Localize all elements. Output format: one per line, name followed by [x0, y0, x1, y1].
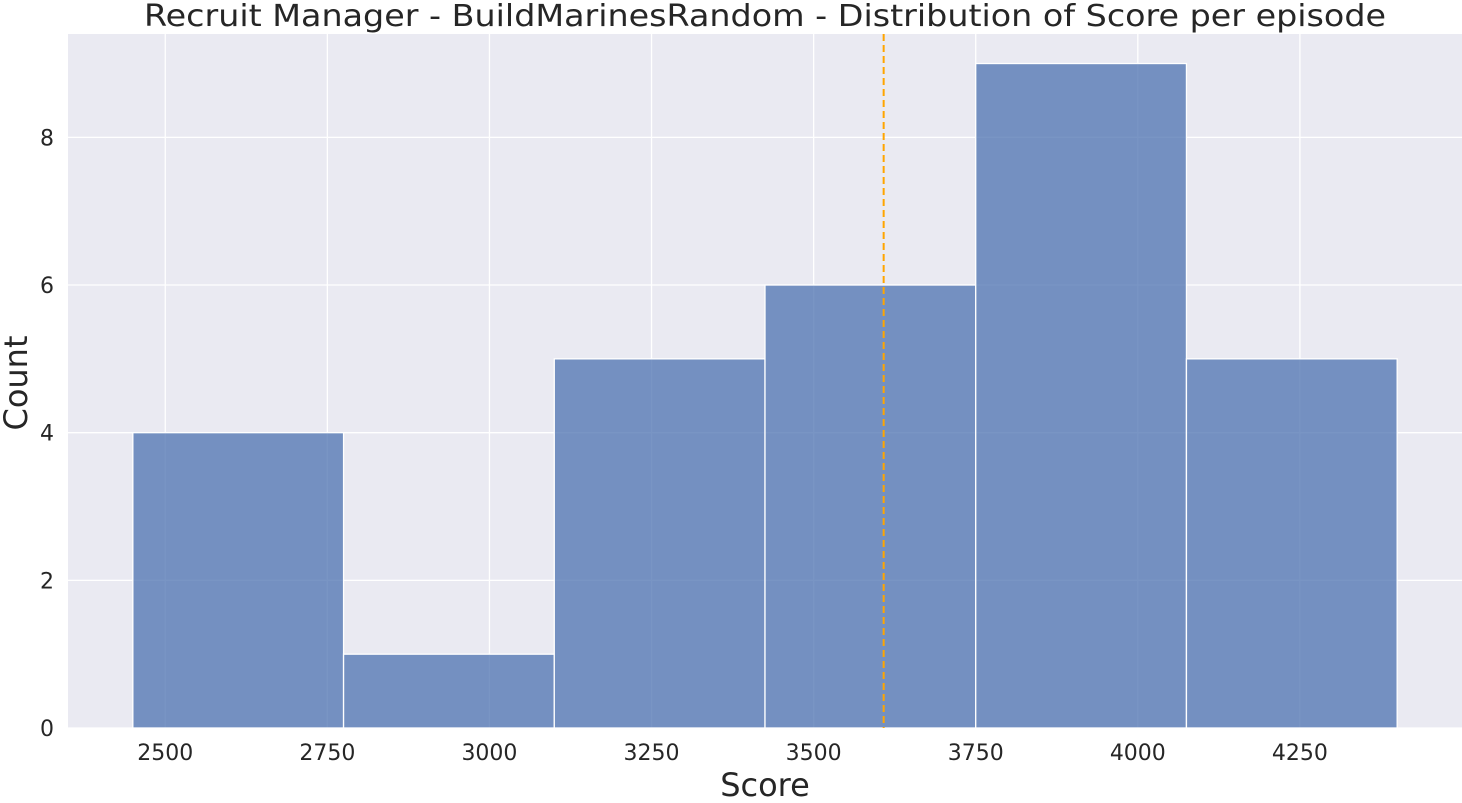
x-tick-label: 4250	[1272, 741, 1328, 766]
x-tick-label: 2750	[299, 741, 355, 766]
y-axis-ticks: 0 2 4 6 8	[40, 126, 54, 742]
x-tick-label: 3750	[948, 741, 1004, 766]
histogram-bar	[975, 62, 1188, 729]
chart-title: Recruit Manager - BuildMarinesRandom - D…	[144, 0, 1386, 34]
y-tick-label: 8	[40, 126, 54, 151]
histogram-bars	[132, 62, 1398, 729]
y-tick-label: 4	[40, 422, 54, 447]
x-tick-label: 3250	[624, 741, 680, 766]
x-tick-label: 3500	[786, 741, 842, 766]
y-tick-label: 2	[40, 569, 54, 594]
x-tick-label: 4000	[1110, 741, 1166, 766]
y-tick-label: 0	[40, 717, 54, 742]
histogram-bar	[342, 653, 555, 729]
histogram-bar	[553, 358, 766, 729]
x-tick-label: 2500	[137, 741, 193, 766]
x-axis-label: Score	[720, 766, 810, 803]
y-tick-label: 6	[40, 274, 54, 299]
histogram-bar	[1185, 358, 1398, 729]
y-axis-label: Count	[0, 335, 35, 430]
x-tick-label: 3000	[461, 741, 517, 766]
x-axis-ticks: 2500 2750 3000 3250 3500 3750 4000 4250	[137, 741, 1328, 766]
histogram-bar	[764, 284, 977, 729]
histogram-bar	[132, 432, 345, 729]
